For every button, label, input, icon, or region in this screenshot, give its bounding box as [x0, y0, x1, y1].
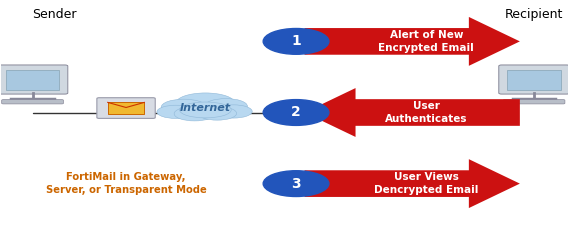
Text: User
Authenticates: User Authenticates	[385, 101, 468, 124]
Polygon shape	[304, 88, 520, 137]
Text: Sender: Sender	[33, 8, 77, 21]
Ellipse shape	[161, 99, 206, 115]
Circle shape	[263, 171, 329, 196]
Text: Alert of New
Encrypted Email: Alert of New Encrypted Email	[379, 30, 474, 53]
Text: 1: 1	[291, 34, 301, 48]
FancyBboxPatch shape	[6, 70, 59, 90]
FancyBboxPatch shape	[108, 102, 144, 114]
Ellipse shape	[204, 99, 247, 114]
Circle shape	[263, 100, 329, 125]
Ellipse shape	[180, 102, 231, 118]
Text: Recipient: Recipient	[505, 8, 563, 21]
Text: Internet: Internet	[180, 103, 231, 113]
Text: User Views
Dencrypted Email: User Views Dencrypted Email	[374, 172, 479, 195]
FancyBboxPatch shape	[507, 70, 561, 90]
FancyBboxPatch shape	[499, 65, 569, 94]
Ellipse shape	[157, 105, 194, 118]
FancyBboxPatch shape	[2, 100, 63, 104]
Text: FortiMail in Gateway,
Server, or Transparent Mode: FortiMail in Gateway, Server, or Transpa…	[46, 172, 206, 195]
Text: 3: 3	[291, 177, 301, 191]
Circle shape	[263, 29, 329, 54]
FancyBboxPatch shape	[503, 100, 565, 104]
Text: 2: 2	[291, 106, 301, 119]
FancyBboxPatch shape	[97, 98, 155, 118]
Ellipse shape	[176, 93, 235, 114]
Polygon shape	[304, 159, 520, 208]
Ellipse shape	[198, 107, 237, 120]
Polygon shape	[304, 17, 520, 66]
FancyBboxPatch shape	[0, 65, 68, 94]
Ellipse shape	[174, 107, 215, 121]
Ellipse shape	[214, 105, 252, 118]
